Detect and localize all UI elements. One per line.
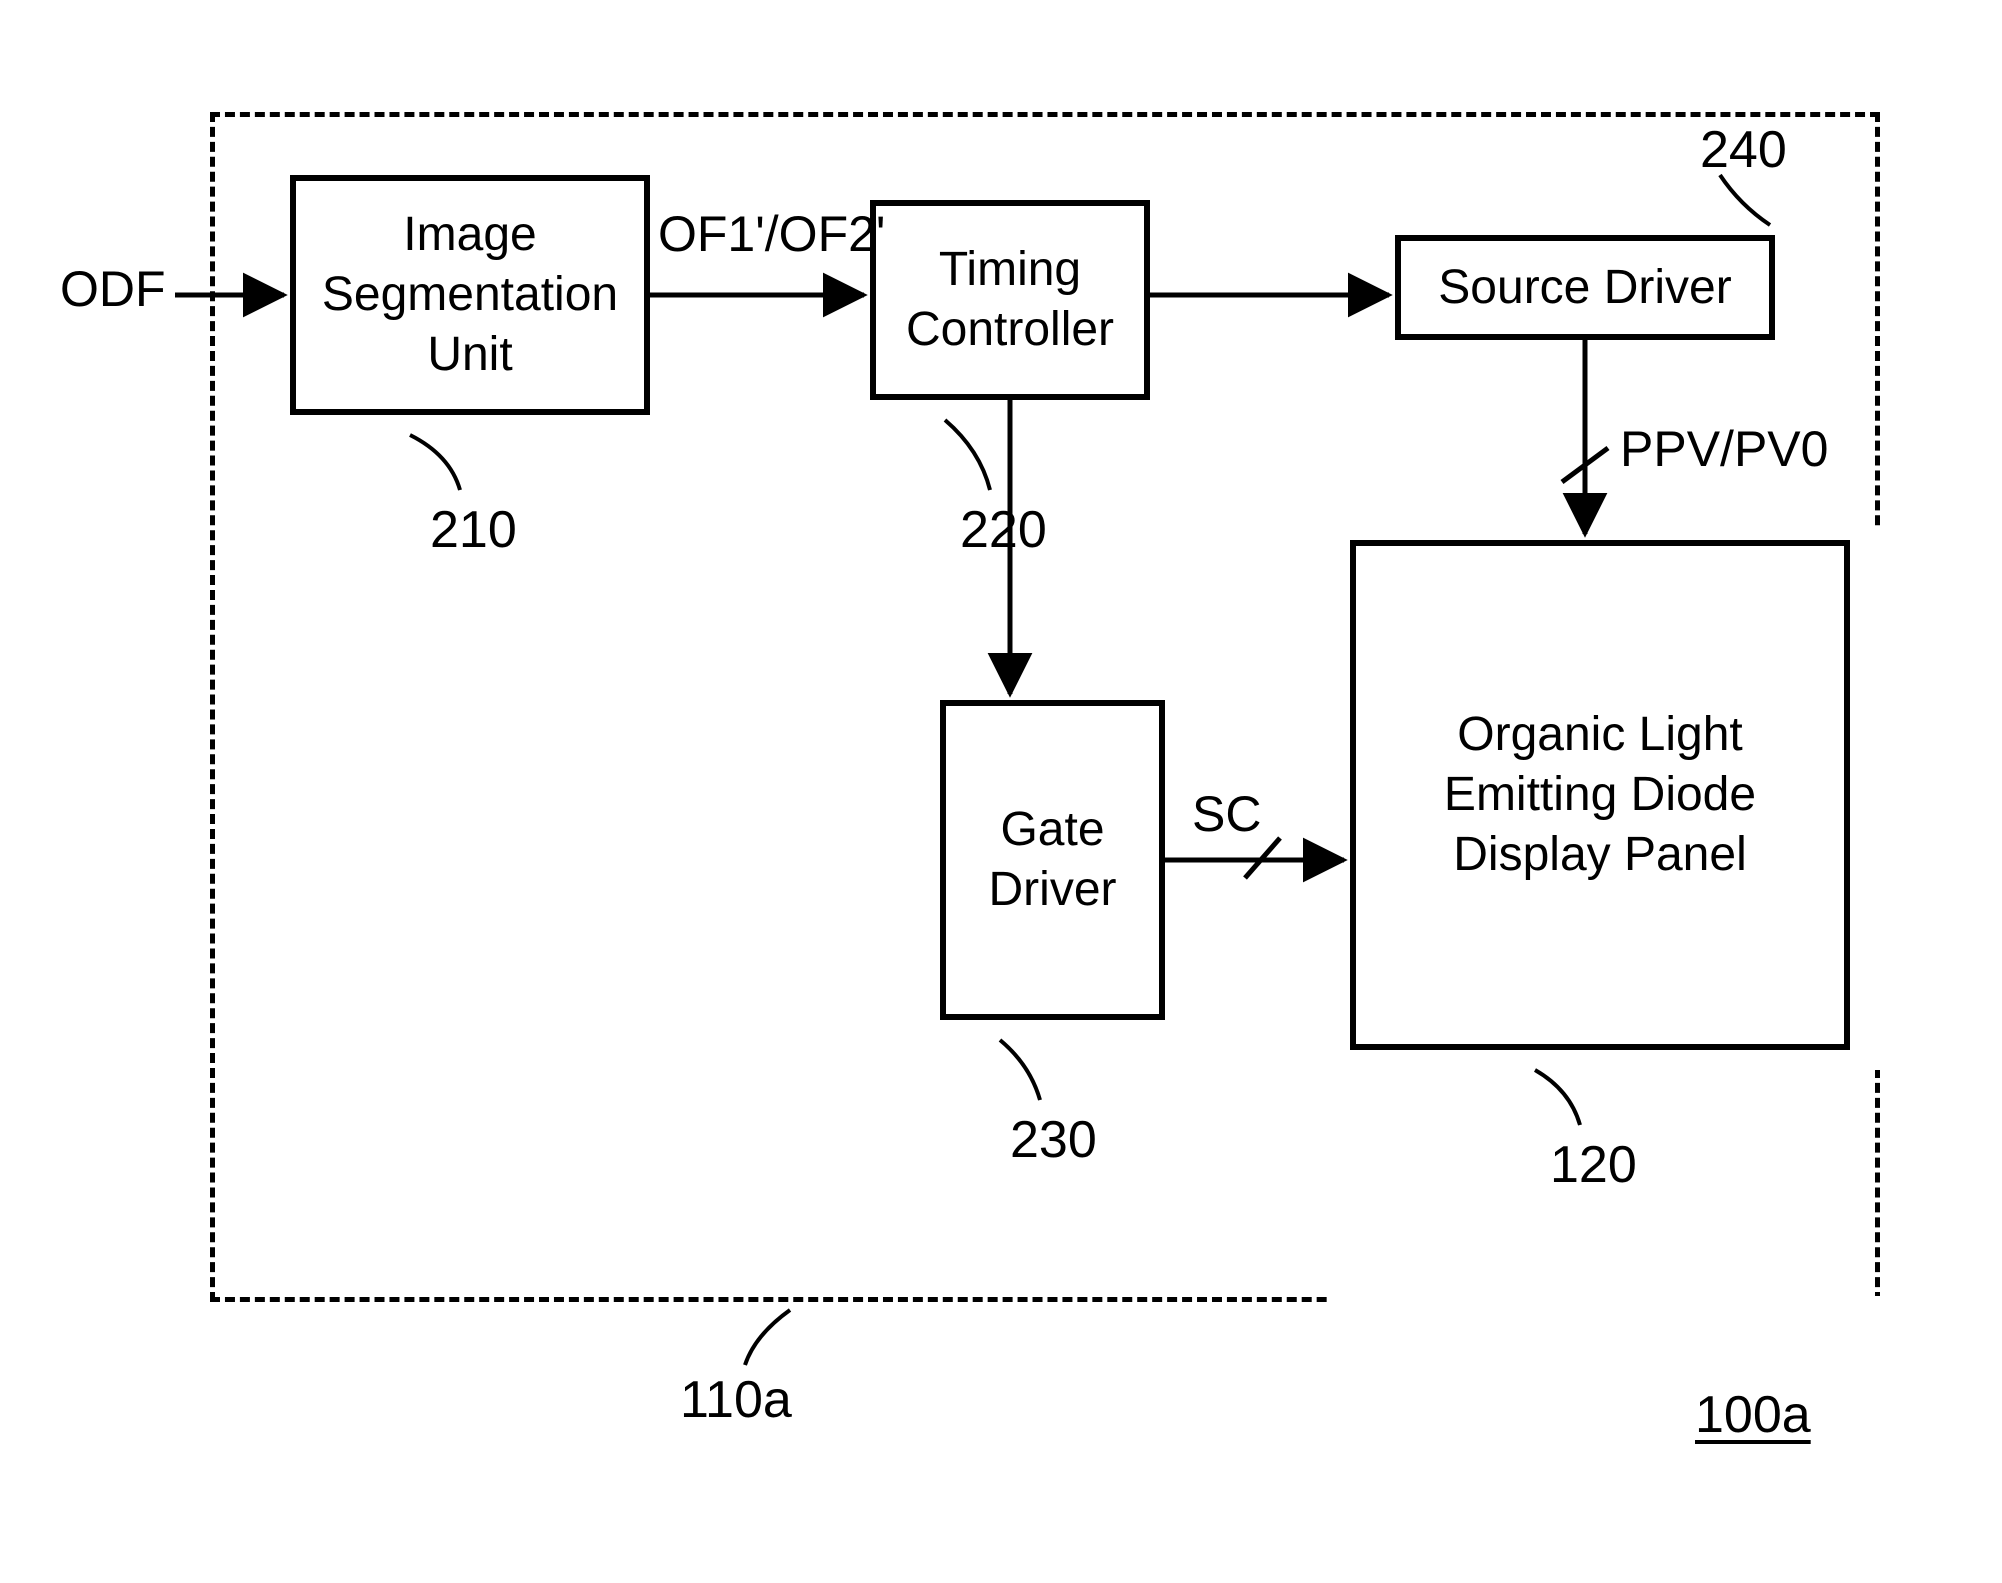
ref-230: 230 bbox=[1010, 1110, 1097, 1170]
ppv-pv0-signal-label: PPV/PV0 bbox=[1620, 420, 1828, 478]
ref-220: 220 bbox=[960, 500, 1047, 560]
sc-signal-label: SC bbox=[1192, 785, 1261, 843]
source-driver-block: Source Driver bbox=[1395, 235, 1775, 340]
image-segmentation-unit-block: Image Segmentation Unit bbox=[290, 175, 650, 415]
timing-controller-block: Timing Controller bbox=[870, 200, 1150, 400]
ref-100a: 100a bbox=[1695, 1385, 1811, 1445]
timing-controller-label: Timing Controller bbox=[886, 240, 1134, 360]
oled-panel-block: Organic Light Emitting Diode Display Pan… bbox=[1350, 540, 1850, 1050]
of1-of2-signal-label: OF1'/OF2' bbox=[658, 205, 885, 263]
dashed-gap-mask-right bbox=[1874, 530, 1886, 1070]
odf-signal-label: ODF bbox=[60, 260, 166, 318]
ref-110a: 110a bbox=[680, 1370, 792, 1430]
dashed-gap-mask-bottom bbox=[1330, 1296, 1890, 1308]
ref-120: 120 bbox=[1550, 1135, 1637, 1195]
image-segmentation-unit-label: Image Segmentation Unit bbox=[306, 205, 634, 385]
diagram-canvas: Image Segmentation Unit Timing Controlle… bbox=[0, 0, 2002, 1583]
source-driver-label: Source Driver bbox=[1438, 258, 1731, 318]
ref-240: 240 bbox=[1700, 120, 1787, 180]
ref-210: 210 bbox=[430, 500, 517, 560]
gate-driver-block: Gate Driver bbox=[940, 700, 1165, 1020]
oled-panel-label: Organic Light Emitting Diode Display Pan… bbox=[1366, 705, 1834, 885]
leader-110a bbox=[745, 1310, 790, 1365]
gate-driver-label: Gate Driver bbox=[956, 800, 1149, 920]
